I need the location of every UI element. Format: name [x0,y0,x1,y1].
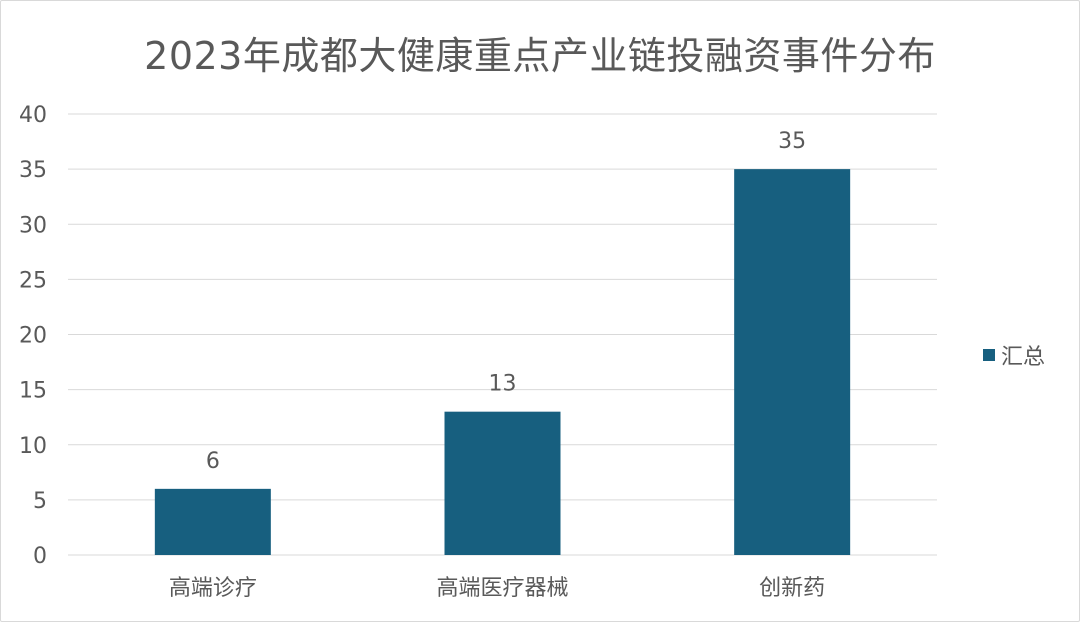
legend-label: 汇总 [1001,345,1046,370]
y-tick-label-20: 20 [19,324,47,349]
bar-1 [444,411,561,555]
data-label-1: 13 [489,372,517,397]
category-label-1: 高端医疗器械 [436,576,568,601]
legend-swatch [983,349,995,361]
y-tick-label-35: 35 [19,158,47,183]
bar-2 [734,169,851,555]
y-tick-label-5: 5 [33,489,47,514]
y-tick-label-30: 30 [19,213,47,238]
category-label-0: 高端诊疗 [169,576,257,601]
y-tick-label-10: 10 [19,434,47,459]
y-tick-label-0: 0 [33,544,47,569]
bar-0 [154,488,271,555]
y-tick-label-15: 15 [19,379,47,404]
legend: 汇总 [983,339,1045,371]
chart-title: 2023年成都大健康重点产业链投融资事件分布 [144,34,936,78]
data-label-2: 35 [778,129,806,154]
data-label-0: 6 [206,449,220,474]
y-tick-label-40: 40 [19,103,47,128]
category-label-2: 创新药 [759,576,825,601]
y-tick-label-25: 25 [19,268,47,293]
